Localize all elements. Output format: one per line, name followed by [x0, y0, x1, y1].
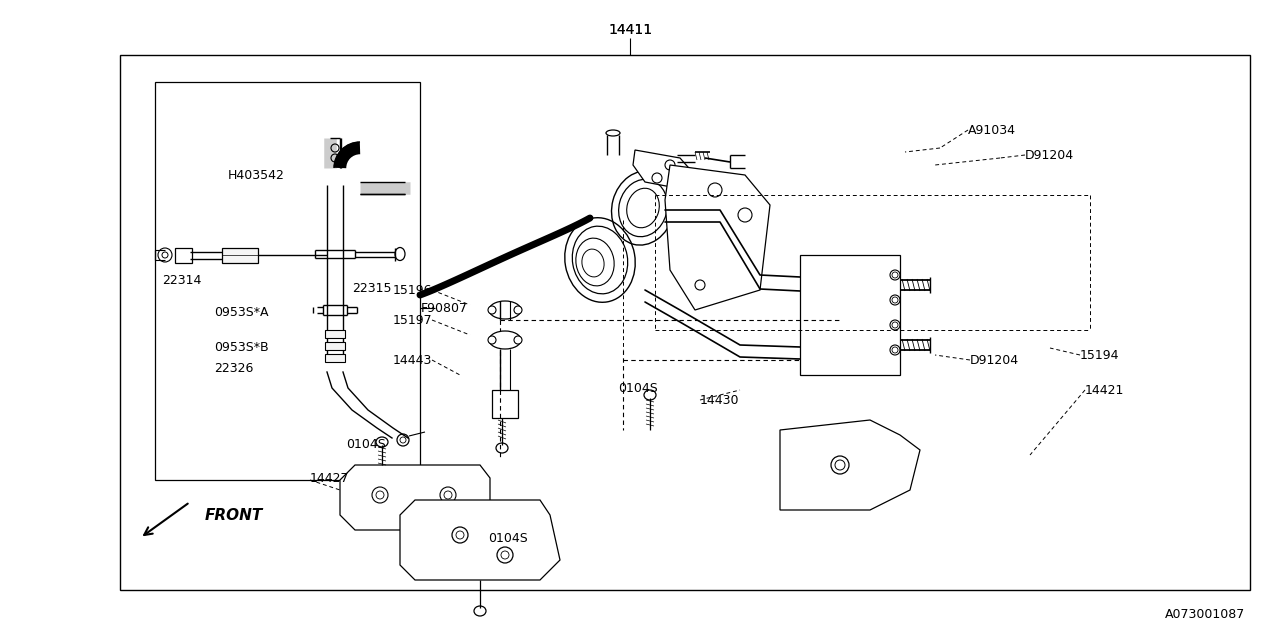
Circle shape [488, 336, 497, 344]
Circle shape [515, 306, 522, 314]
Bar [175, 248, 192, 263]
Bar [325, 330, 346, 338]
Bar [120, 55, 1251, 590]
Text: 22314: 22314 [163, 273, 201, 287]
Polygon shape [780, 420, 920, 510]
Text: 0104S: 0104S [618, 381, 658, 394]
Text: 14443: 14443 [393, 353, 433, 367]
Text: 0104S: 0104S [488, 531, 527, 545]
Text: 22315: 22315 [352, 282, 392, 294]
Text: 14411: 14411 [608, 23, 652, 37]
Circle shape [497, 547, 513, 563]
Text: 15197: 15197 [393, 314, 433, 326]
Bar [221, 248, 259, 263]
Text: FRONT: FRONT [205, 508, 264, 522]
Text: 14430: 14430 [700, 394, 740, 406]
Polygon shape [340, 465, 490, 530]
Bar [325, 354, 346, 362]
Bar [325, 342, 346, 350]
Circle shape [515, 336, 522, 344]
Circle shape [831, 456, 849, 474]
Ellipse shape [489, 331, 521, 349]
Circle shape [488, 306, 497, 314]
Text: 14411: 14411 [608, 23, 652, 37]
Circle shape [440, 487, 456, 503]
Circle shape [452, 527, 468, 543]
Circle shape [372, 487, 388, 503]
Text: A91034: A91034 [968, 124, 1016, 136]
Text: D91204: D91204 [970, 353, 1019, 367]
Bar [155, 82, 420, 480]
Text: 22326: 22326 [214, 362, 253, 374]
Text: 14427: 14427 [310, 472, 349, 484]
Text: H403542: H403542 [228, 168, 285, 182]
Text: 14421: 14421 [1085, 383, 1124, 397]
Bar [800, 255, 900, 375]
Polygon shape [666, 165, 771, 310]
Text: A073001087: A073001087 [1165, 609, 1245, 621]
Ellipse shape [489, 301, 521, 319]
Polygon shape [634, 150, 695, 190]
Text: F90807: F90807 [421, 301, 468, 314]
Text: 0953S*B: 0953S*B [214, 340, 269, 353]
Polygon shape [401, 500, 561, 580]
Text: 0104S: 0104S [346, 438, 385, 451]
Text: D91204: D91204 [1025, 148, 1074, 161]
Text: 15194: 15194 [1080, 349, 1120, 362]
Text: 15196: 15196 [393, 284, 433, 296]
Text: 0953S*A: 0953S*A [214, 305, 269, 319]
Bar [492, 390, 518, 418]
